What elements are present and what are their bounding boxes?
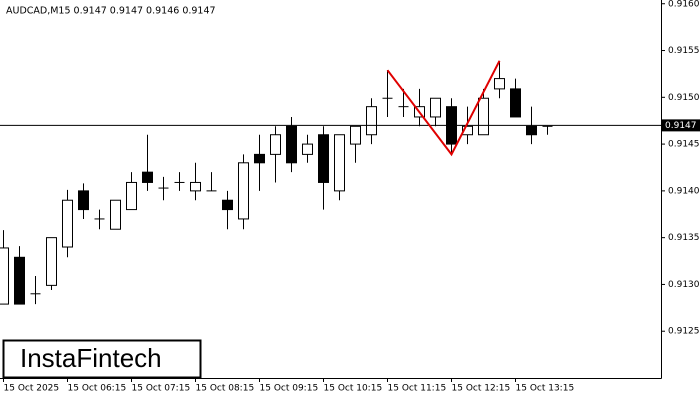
pattern-line bbox=[386, 60, 501, 157]
candle-body bbox=[430, 97, 441, 118]
candle-body bbox=[0, 247, 9, 305]
x-tick-label: 15 Oct 2025 bbox=[4, 384, 60, 394]
logo-box bbox=[2, 339, 202, 379]
candle-body bbox=[78, 190, 89, 211]
candle-body bbox=[334, 134, 345, 192]
x-tick-label: 15 Oct 10:15 bbox=[324, 384, 383, 394]
candle-body bbox=[462, 125, 473, 136]
chart-title: AUDCAD,M15 0.9147 0.9147 0.9146 0.9147 bbox=[6, 6, 216, 17]
y-tick-label: 0.9125 bbox=[668, 327, 700, 337]
x-tick-label: 15 Oct 06:15 bbox=[68, 384, 127, 394]
x-tick-label: 15 Oct 13:15 bbox=[516, 384, 575, 394]
candle-body bbox=[190, 181, 201, 192]
candle-body bbox=[238, 162, 249, 220]
candle-body bbox=[14, 256, 25, 305]
candle-body bbox=[318, 134, 329, 183]
candle-body bbox=[110, 199, 121, 230]
candle-body bbox=[254, 153, 265, 164]
y-tick-label: 0.9150 bbox=[668, 93, 700, 103]
candle-body bbox=[350, 125, 361, 145]
candle-body bbox=[62, 199, 73, 248]
x-tick-label: 15 Oct 09:15 bbox=[260, 384, 319, 394]
x-tick-label: 15 Oct 08:15 bbox=[196, 384, 255, 394]
y-tick-label: 0.9145 bbox=[668, 140, 700, 150]
candle-body bbox=[510, 88, 521, 118]
candle-body bbox=[126, 181, 137, 211]
watermark: InstaFintech bbox=[20, 343, 162, 373]
candle-body bbox=[46, 237, 57, 286]
current-price-label: 0.9147 bbox=[665, 121, 697, 131]
candle-body bbox=[270, 134, 281, 155]
candle-body bbox=[286, 125, 297, 164]
candle-body bbox=[366, 106, 377, 136]
y-tick-label: 0.9160 bbox=[668, 0, 700, 9]
current-price-box bbox=[662, 119, 700, 132]
candle-body bbox=[478, 97, 489, 136]
candle-body bbox=[494, 78, 505, 90]
y-tick-label: 0.9155 bbox=[668, 46, 700, 56]
candle-body bbox=[222, 199, 233, 211]
y-tick-label: 0.9135 bbox=[668, 233, 700, 243]
y-tick-label: 0.9130 bbox=[668, 280, 700, 290]
candle-body bbox=[526, 125, 537, 136]
x-tick-label: 15 Oct 07:15 bbox=[132, 384, 191, 394]
candle-body bbox=[142, 171, 153, 183]
x-tick-label: 15 Oct 11:15 bbox=[388, 384, 447, 394]
x-tick-label: 15 Oct 12:15 bbox=[452, 384, 511, 394]
candle-body bbox=[302, 143, 313, 155]
y-tick-label: 0.9140 bbox=[668, 186, 700, 196]
